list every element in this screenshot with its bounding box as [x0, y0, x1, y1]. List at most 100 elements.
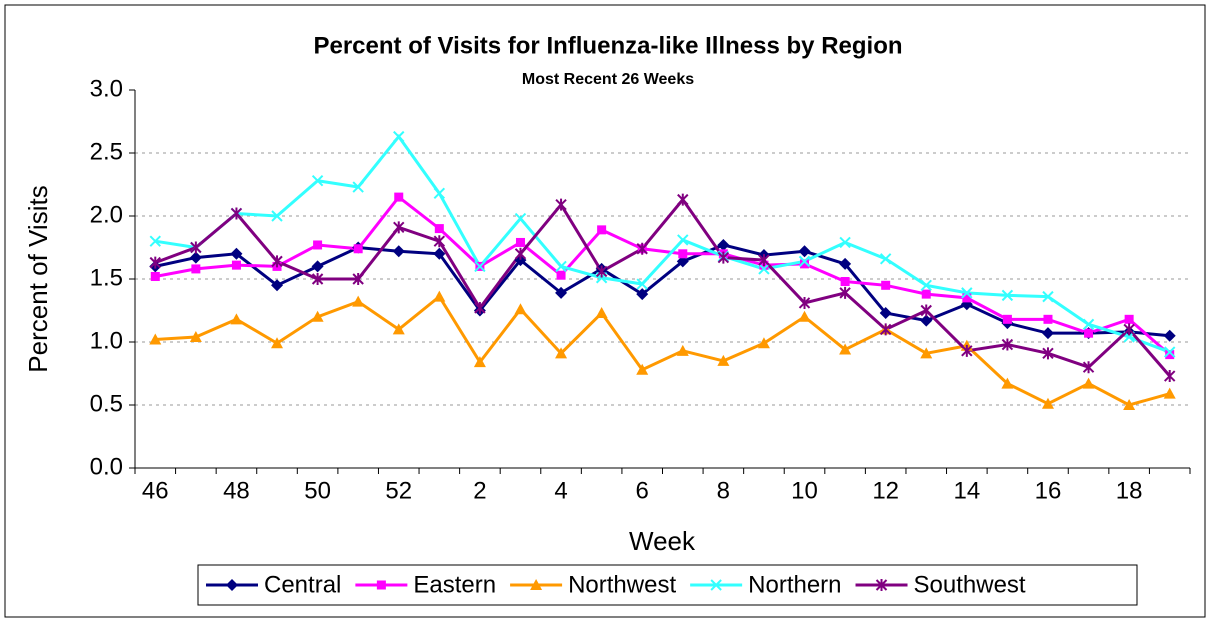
data-point: [473, 356, 486, 368]
data-point: [717, 238, 730, 251]
chart-subtitle: Most Recent 26 Weeks: [522, 71, 694, 88]
data-point: [798, 245, 811, 258]
data-point: [190, 241, 202, 254]
data-point: [839, 286, 851, 299]
data-point: [434, 224, 444, 234]
data-point: [311, 260, 324, 273]
x-tick-label: 10: [791, 477, 818, 504]
legend-marker: [710, 579, 722, 591]
data-point: [311, 310, 324, 322]
data-point: [1124, 314, 1134, 324]
data-point: [881, 280, 891, 290]
data-point: [1082, 377, 1095, 389]
data-point: [311, 175, 324, 187]
data-point: [392, 245, 405, 258]
x-tick-label: 48: [223, 477, 250, 504]
data-point: [879, 323, 892, 336]
data-point: [758, 263, 770, 275]
data-point: [962, 293, 972, 303]
data-point: [231, 260, 241, 270]
data-point: [313, 240, 323, 250]
data-point: [920, 304, 932, 317]
data-point: [149, 235, 161, 247]
data-point: [353, 244, 363, 254]
data-point: [636, 288, 649, 301]
data-point: [394, 192, 404, 202]
data-point: [1164, 370, 1176, 383]
y-tick-label: 2.0: [90, 201, 123, 228]
data-point: [393, 130, 405, 143]
data-point: [920, 347, 933, 359]
x-tick-label: 16: [1035, 477, 1062, 504]
legend-marker: [530, 579, 543, 590]
data-point: [595, 307, 608, 319]
data-point: [800, 259, 810, 269]
data-point: [271, 255, 283, 268]
y-tick-label: 0.0: [90, 453, 123, 480]
data-point: [757, 337, 770, 349]
y-axis-label: Percent of Visits: [23, 185, 53, 372]
data-point: [352, 181, 364, 193]
data-point: [433, 247, 446, 260]
data-point: [514, 303, 527, 315]
data-point: [839, 236, 851, 249]
data-point: [798, 255, 811, 268]
data-point: [514, 212, 527, 225]
data-point: [189, 330, 202, 342]
legend-label: Northwest: [568, 571, 676, 598]
data-point: [189, 251, 202, 264]
x-tick-label: 14: [953, 477, 980, 504]
series-line: [155, 134, 1171, 354]
data-point: [230, 313, 243, 325]
x-tick-label: 18: [1116, 477, 1143, 504]
data-point: [1042, 290, 1054, 303]
y-tick-label: 0.5: [90, 390, 123, 417]
data-point: [678, 249, 688, 259]
x-tick-label: 2: [473, 477, 486, 504]
chart-border: [4, 4, 1206, 618]
series-line: [155, 195, 1171, 356]
data-point: [433, 290, 446, 302]
data-point: [433, 187, 446, 200]
data-point: [920, 279, 932, 292]
series-line: [155, 294, 1171, 407]
data-point: [393, 221, 405, 234]
data-point: [1164, 346, 1176, 358]
data-point: [271, 337, 284, 349]
data-point: [1163, 329, 1176, 342]
data-point: [676, 255, 689, 268]
data-point: [149, 333, 162, 345]
data-point: [474, 301, 486, 314]
data-point: [636, 278, 648, 290]
data-point: [595, 265, 608, 278]
data-point: [149, 256, 161, 269]
data-point: [1165, 350, 1175, 360]
series-line: [154, 197, 1171, 378]
data-point: [961, 344, 973, 357]
data-point: [677, 234, 689, 246]
data-point: [352, 273, 364, 285]
data-point: [1043, 314, 1053, 324]
data-point: [392, 323, 405, 335]
data-point: [230, 207, 243, 220]
legend-box: [197, 564, 1138, 606]
data-point: [555, 198, 567, 211]
data-point: [1084, 328, 1094, 338]
y-tick-label: 2.5: [90, 138, 123, 165]
x-tick-label: 46: [142, 477, 169, 504]
data-point: [271, 210, 283, 222]
data-point: [150, 271, 160, 281]
data-point: [1042, 347, 1054, 360]
data-point: [555, 286, 568, 299]
data-point: [1082, 318, 1095, 331]
data-point: [921, 289, 931, 299]
data-point: [555, 347, 568, 359]
data-point: [676, 344, 689, 356]
data-point: [474, 260, 486, 273]
data-point: [1001, 377, 1014, 389]
data-point: [1041, 327, 1054, 340]
x-tick-label: 52: [385, 477, 412, 504]
legend-label: Southwest: [914, 571, 1026, 598]
legend-label: Central: [264, 571, 341, 598]
data-point: [555, 260, 567, 273]
